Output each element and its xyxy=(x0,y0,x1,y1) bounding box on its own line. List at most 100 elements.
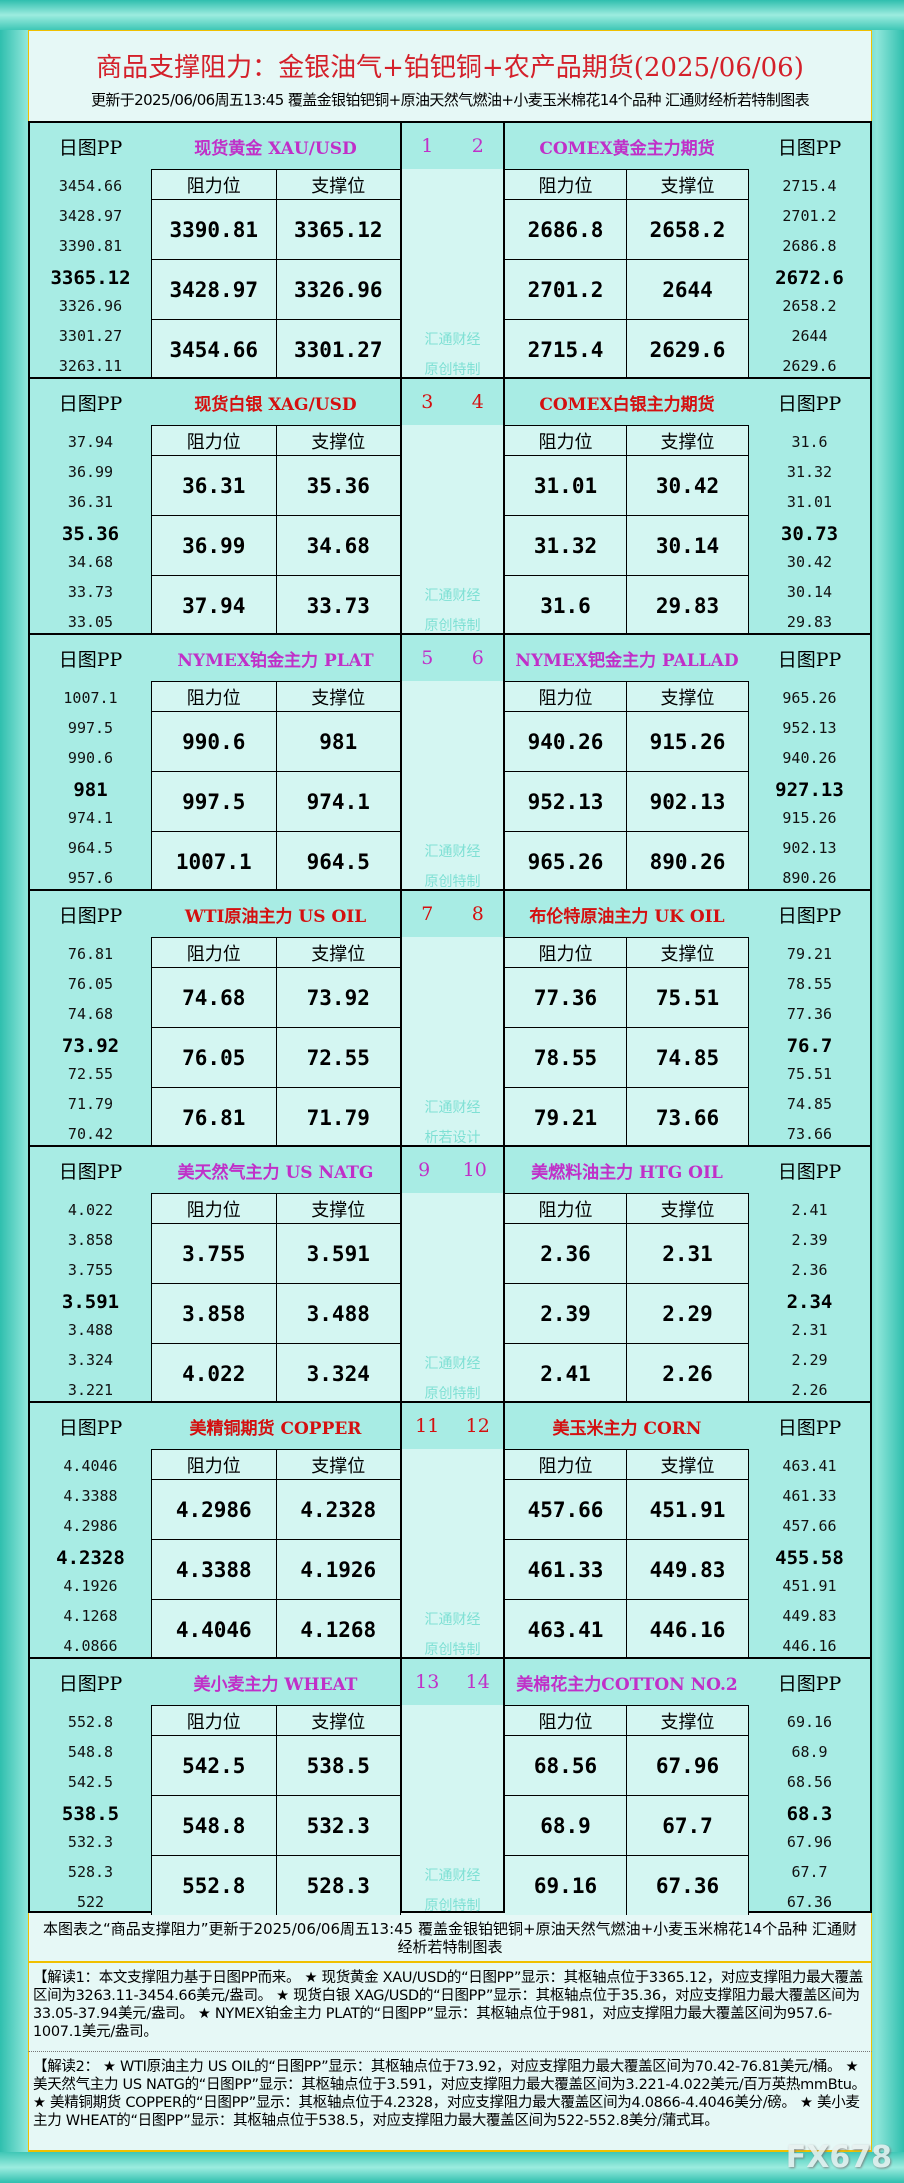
watermark-text: 原创特制 xyxy=(424,1386,481,1402)
resistance-value: 68.56 xyxy=(505,1735,627,1795)
levels-table: 阻力位 支撑位 2.36 2.31 2.39 2.29 2.41 2.26 xyxy=(505,1193,749,1403)
resistance-value: 4.2986 xyxy=(152,1479,277,1539)
block-number-right: 12 xyxy=(465,1415,490,1437)
resistance-value: 3.858 xyxy=(152,1283,277,1343)
pp-level: 1007.1 xyxy=(63,689,118,707)
resistance-value: 3.755 xyxy=(152,1223,277,1283)
resistance-header: 阻力位 xyxy=(152,937,277,967)
pp-level: 2.36 xyxy=(791,1261,828,1279)
resistance-header: 阻力位 xyxy=(505,425,627,455)
resistance-value: 940.26 xyxy=(505,711,627,771)
support-value: 4.2328 xyxy=(276,1479,401,1539)
pp-label: 日图PP xyxy=(58,648,123,671)
resistance-value: 463.41 xyxy=(505,1599,627,1659)
block-number-left: 9 xyxy=(418,1159,431,1181)
levels-table: 阻力位 支撑位 77.36 75.51 78.55 74.85 79.21 73.66 xyxy=(505,937,749,1147)
pp-level: 34.68 xyxy=(67,553,114,571)
pp-level: 522 xyxy=(76,1893,105,1911)
pp-level: 997.5 xyxy=(67,719,114,737)
resistance-value: 4.4046 xyxy=(152,1599,277,1659)
support-value: 2644 xyxy=(627,259,749,319)
resistance-value: 74.68 xyxy=(152,967,277,1027)
levels-table: 阻力位 支撑位 457.66 451.91 461.33 449.83 463.41 446.… xyxy=(505,1449,749,1659)
support-value: 3.591 xyxy=(276,1223,401,1283)
levels-table: 阻力位 支撑位 74.68 73.92 76.05 72.55 76.81 71.79 xyxy=(151,937,401,1147)
pp-level: 965.26 xyxy=(782,689,837,707)
pp-column: 3454.66 3428.97 3390.81 3365.12 3326.96 3301.… xyxy=(30,123,151,375)
commodity-block: 日图PP 美精铜期货 COPPER 4.4046 4.3388 4.2986 4.2328… xyxy=(28,1401,872,1659)
pp-level: 3.324 xyxy=(67,1351,114,1369)
support-value: 2658.2 xyxy=(627,199,749,259)
resistance-header: 阻力位 xyxy=(152,425,277,455)
pp-level: 2.31 xyxy=(791,1321,828,1339)
pp-level: 532.3 xyxy=(67,1833,114,1851)
resistance-value: 36.99 xyxy=(152,515,277,575)
resistance-value: 2.36 xyxy=(505,1223,627,1283)
resistance-value: 965.26 xyxy=(505,831,627,891)
resistance-value: 68.9 xyxy=(505,1795,627,1855)
pp-level: 2.41 xyxy=(791,1201,828,1219)
pp-level: 77.36 xyxy=(786,1005,833,1023)
support-value: 72.55 xyxy=(276,1027,401,1087)
resistance-header: 阻力位 xyxy=(505,169,627,199)
resistance-value: 1007.1 xyxy=(152,831,277,891)
block-number-left: 7 xyxy=(421,903,434,925)
pp-level: 67.96 xyxy=(786,1833,833,1851)
pp-level: 461.33 xyxy=(782,1487,837,1505)
support-value: 35.36 xyxy=(276,455,401,515)
watermark-text: 汇通财经 xyxy=(424,1868,481,1884)
pp-label: 日图PP xyxy=(58,136,123,159)
support-header: 支撑位 xyxy=(276,425,401,455)
center-column: 3 4 汇通财经 原创特制 xyxy=(400,379,505,634)
pp-level: 74.85 xyxy=(786,1095,833,1113)
pp-level: 2701.2 xyxy=(782,207,837,225)
resistance-value: 37.94 xyxy=(152,575,277,635)
resistance-value: 2686.8 xyxy=(505,199,627,259)
support-value: 67.7 xyxy=(627,1795,749,1855)
levels-table: 阻力位 支撑位 3390.81 3365.12 3428.97 3326.96 3454.6… xyxy=(151,169,401,379)
resistance-value: 79.21 xyxy=(505,1087,627,1147)
pp-level: 2.29 xyxy=(791,1351,828,1369)
support-value: 2.26 xyxy=(627,1343,749,1403)
center-column: 5 6 汇通财经 原创特制 xyxy=(400,635,505,890)
pivot-value: 73.92 xyxy=(61,1035,120,1057)
resistance-value: 31.6 xyxy=(505,575,627,635)
pp-column: 965.26 952.13 940.26 927.13 915.26 902.13 890.… xyxy=(749,635,870,887)
top-border xyxy=(0,0,904,30)
pivot-value: 3.591 xyxy=(61,1291,120,1313)
pp-column: 4.4046 4.3388 4.2986 4.2328 4.1926 4.1268 4.08… xyxy=(30,1403,151,1655)
pp-column: 76.81 76.05 74.68 73.92 72.55 71.79 70.42 xyxy=(30,891,151,1143)
block-numbers: 13 14 xyxy=(402,1659,503,1705)
block-number-left: 3 xyxy=(421,391,434,413)
resistance-value: 36.31 xyxy=(152,455,277,515)
support-value: 4.1926 xyxy=(276,1539,401,1599)
instrument-name: 布伦特原油主力 UK OIL xyxy=(529,906,725,927)
center-column: 1 2 汇通财经 原创特制 xyxy=(400,123,505,378)
interpretation-2: 【解读2： ★ WTI原油主力 US OIL的“日图PP”显示：其枢轴点位于73… xyxy=(28,2052,872,2152)
pp-level: 3454.66 xyxy=(58,177,123,195)
levels-table: 阻力位 支撑位 940.26 915.26 952.13 902.13 965.26 890.… xyxy=(505,681,749,891)
support-header: 支撑位 xyxy=(627,1449,749,1479)
levels-table: 阻力位 支撑位 990.6 981 997.5 974.1 1007.1 964.5 xyxy=(151,681,401,891)
instrument-name: 美小麦主力 WHEAT xyxy=(193,1674,358,1695)
watermark-text: 析若设计 xyxy=(424,1130,481,1146)
pivot-value: 30.73 xyxy=(780,523,839,545)
commodity-block: 日图PP WTI原油主力 US OIL 76.81 76.05 74.68 73.92 72… xyxy=(28,889,872,1147)
pp-level: 30.42 xyxy=(786,553,833,571)
levels-table: 阻力位 支撑位 2686.8 2658.2 2701.2 2644 2715.4 2629.6 xyxy=(505,169,749,379)
instrument-name: NYMEX钯金主力 PALLAD xyxy=(515,650,739,671)
pp-level: 74.68 xyxy=(67,1005,114,1023)
pp-level: 964.5 xyxy=(67,839,114,857)
resistance-value: 461.33 xyxy=(505,1539,627,1599)
pp-level: 79.21 xyxy=(786,945,833,963)
pp-label: 日图PP xyxy=(777,1416,842,1439)
support-value: 30.42 xyxy=(627,455,749,515)
resistance-value: 4.022 xyxy=(152,1343,277,1403)
support-value: 71.79 xyxy=(276,1087,401,1147)
pp-level: 542.5 xyxy=(67,1773,114,1791)
levels-table: 阻力位 支撑位 4.2986 4.2328 4.3388 4.1926 4.4046 4.12… xyxy=(151,1449,401,1659)
support-value: 73.66 xyxy=(627,1087,749,1147)
